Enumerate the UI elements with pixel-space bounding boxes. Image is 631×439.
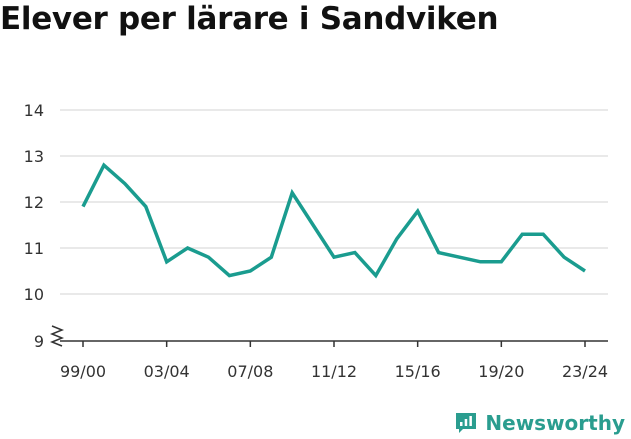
x-tick-label: 07/08 bbox=[227, 362, 273, 381]
x-tick-label: 19/20 bbox=[478, 362, 524, 381]
y-axis-ticks: 9 10 11 12 13 14 bbox=[24, 101, 44, 351]
x-axis: 99/00 03/04 07/08 11/12 15/16 19/20 23/24 bbox=[49, 325, 608, 381]
y-tick-label: 11 bbox=[24, 239, 44, 258]
series-line bbox=[81, 162, 586, 279]
y-tick-label: 14 bbox=[24, 101, 44, 120]
chart-title: Elever per lärare i Sandviken bbox=[0, 1, 499, 37]
x-tick-label: 99/00 bbox=[60, 362, 106, 381]
y-tick-label: 10 bbox=[24, 285, 44, 304]
series-layer bbox=[81, 162, 586, 279]
axis-break-icon bbox=[49, 325, 65, 347]
newsworthy-logo: Newsworthy bbox=[454, 411, 625, 435]
brand-name: Newsworthy bbox=[485, 411, 625, 435]
x-tick-label: 03/04 bbox=[144, 362, 190, 381]
y-tick-label: 9 bbox=[34, 332, 44, 351]
x-tick-label: 23/24 bbox=[562, 362, 608, 381]
y-tick-label: 13 bbox=[24, 147, 44, 166]
newsworthy-logo-icon bbox=[456, 413, 477, 433]
x-tick-label: 15/16 bbox=[395, 362, 441, 381]
x-tick-label: 11/12 bbox=[311, 362, 357, 381]
gridlines bbox=[60, 109, 608, 295]
y-tick-label: 12 bbox=[24, 193, 44, 212]
